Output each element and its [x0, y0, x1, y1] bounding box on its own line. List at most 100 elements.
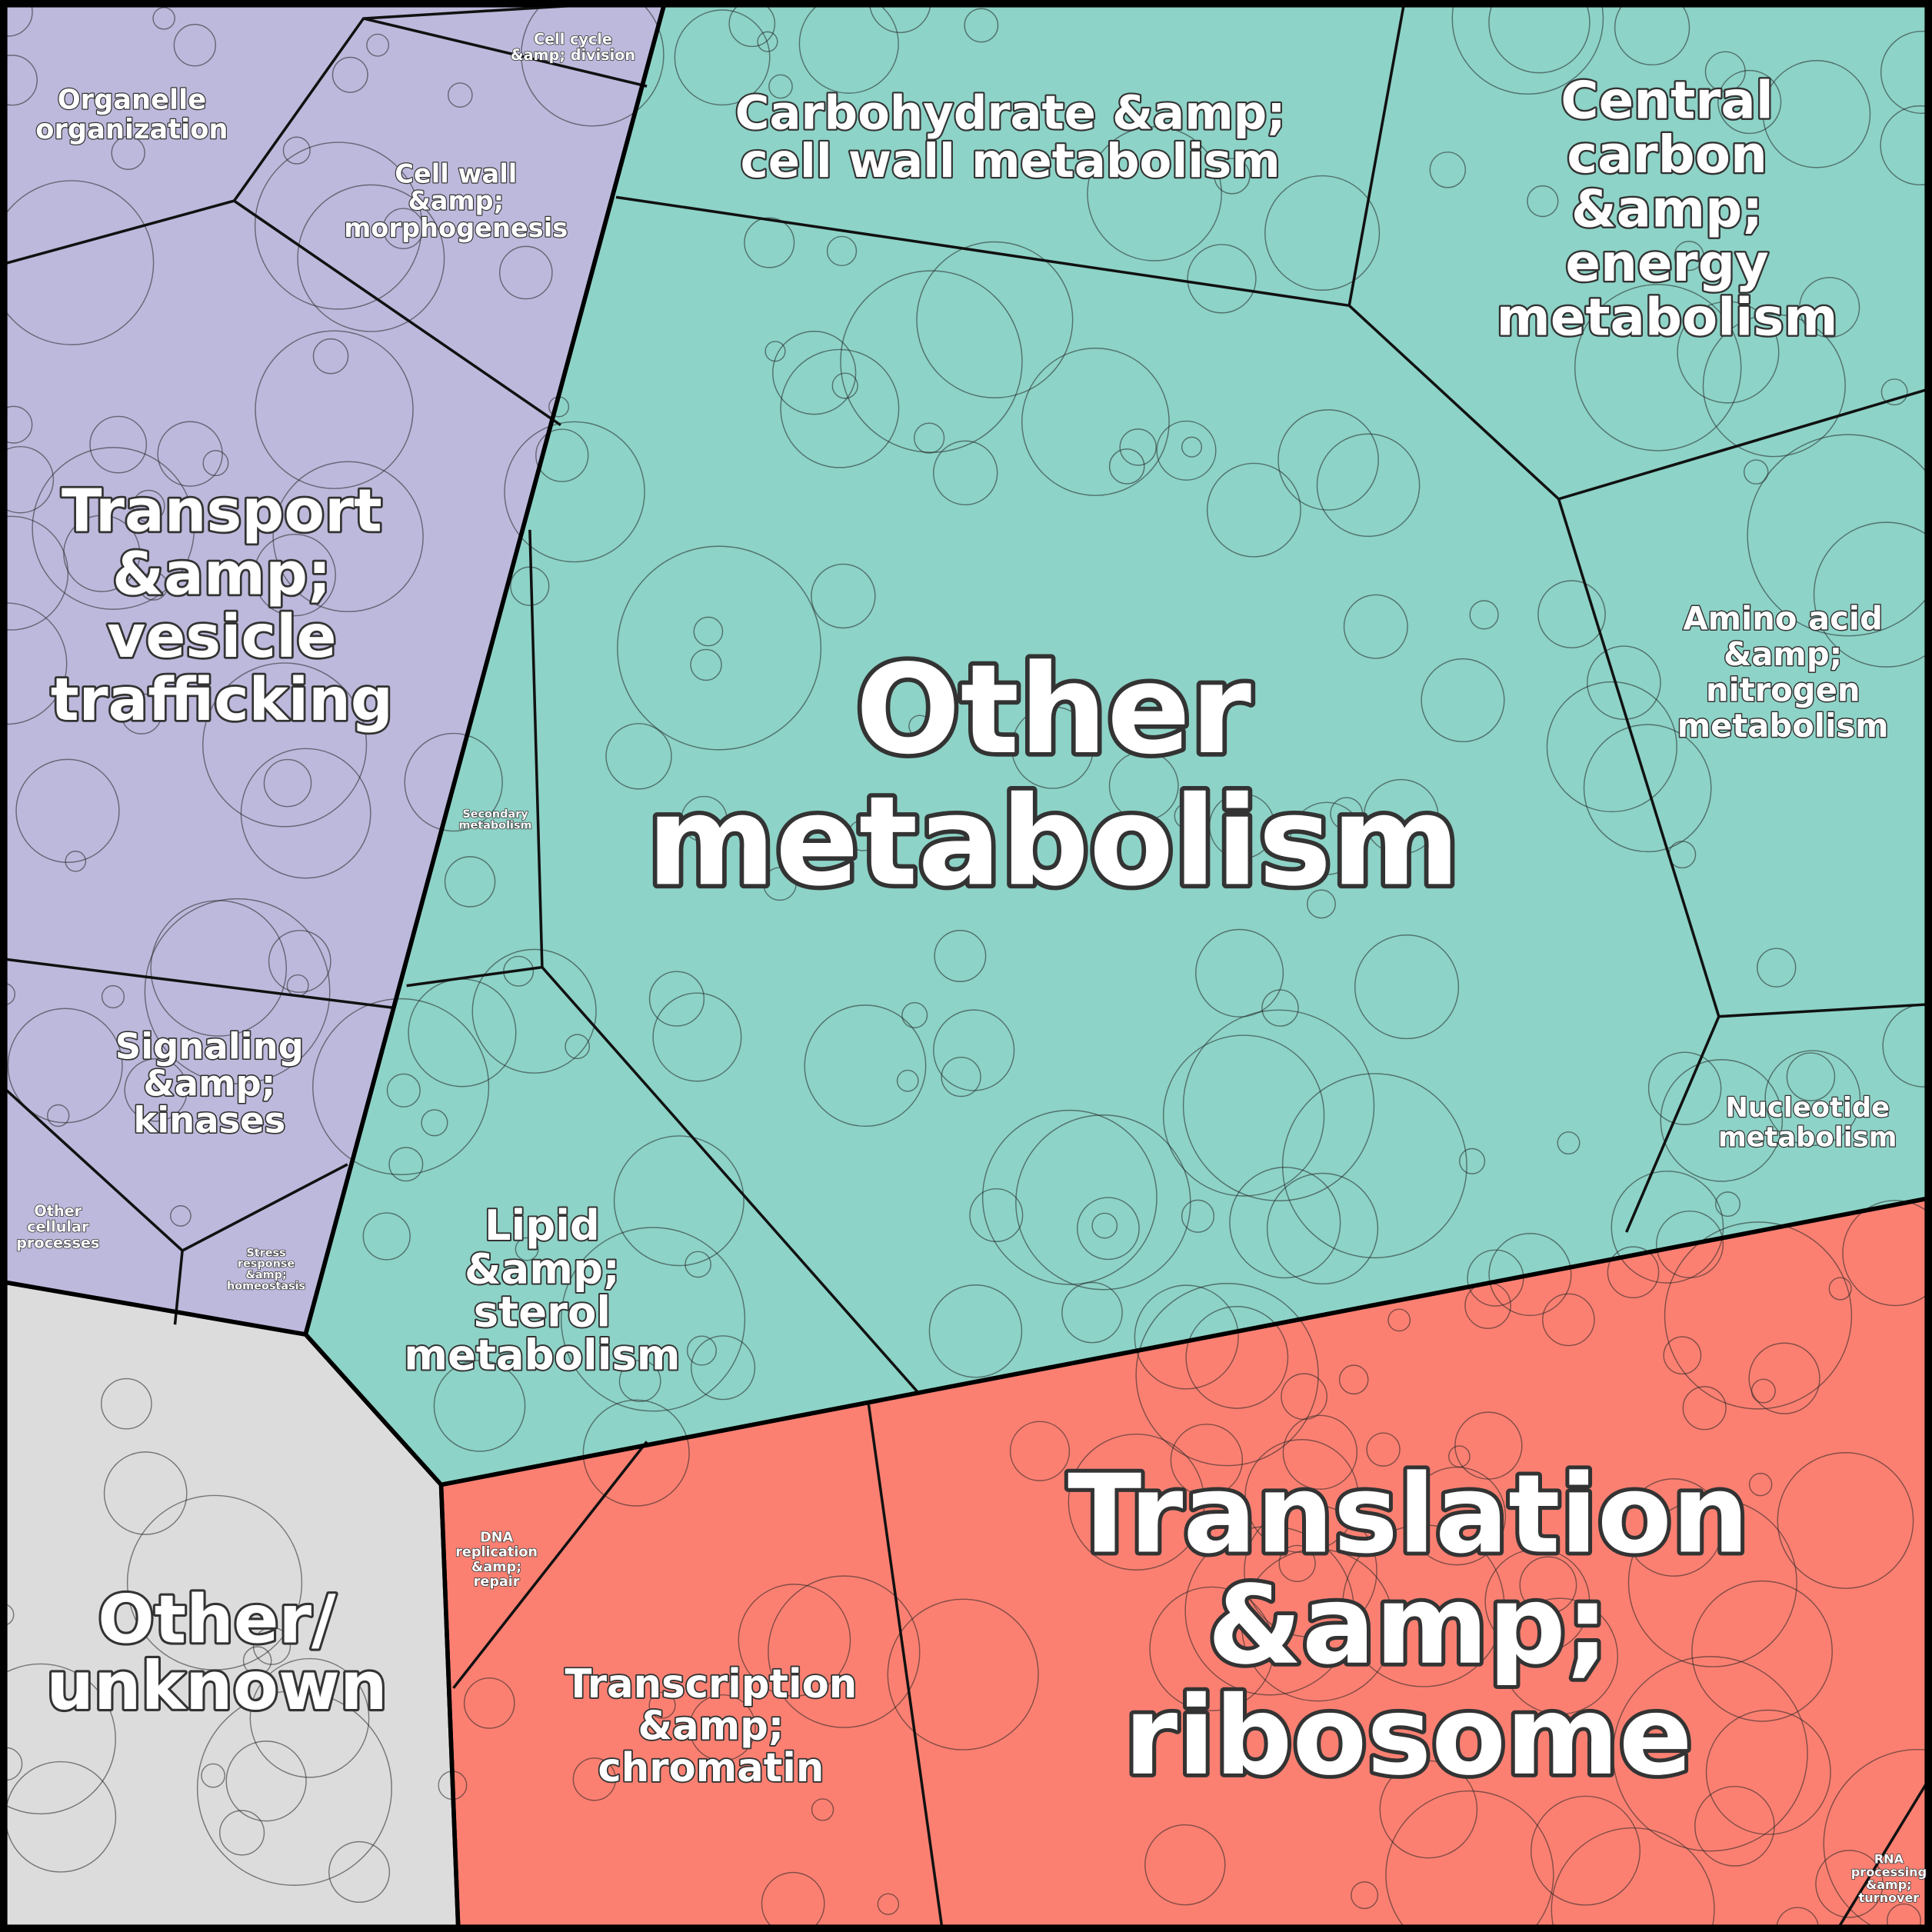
label-line: vesicle [107, 603, 336, 671]
label-line: &amp; [143, 1062, 275, 1104]
region-label: Cell cycle &amp; division [511, 30, 635, 64]
cell [263, 758, 312, 808]
cell [1174, 802, 1201, 830]
cell [1264, 175, 1381, 291]
label-line: morphogenesis [344, 212, 568, 242]
cell [681, 795, 728, 843]
cell [157, 421, 223, 487]
cell [1379, 1760, 1478, 1859]
cell [1624, 1478, 1724, 1577]
cell [63, 515, 141, 592]
cell [1266, 1172, 1379, 1285]
cell [312, 998, 490, 1175]
cell [173, 24, 217, 67]
cell [1663, 1336, 1702, 1375]
cell [1880, 30, 1932, 115]
cell [1354, 934, 1460, 1040]
cell [1061, 1281, 1123, 1344]
cell [613, 1135, 744, 1267]
cell [901, 1001, 928, 1028]
cell [690, 648, 722, 681]
region-label: Central carbon &amp; energy metabolism [1497, 70, 1838, 347]
group-border [0, 1279, 461, 1932]
cell [1677, 301, 1780, 404]
cell [1627, 1497, 1797, 1667]
cell [1162, 1034, 1325, 1197]
cell [964, 8, 999, 43]
cell [1612, 1656, 1808, 1852]
cell [1184, 1525, 1355, 1696]
label-line: Other/ [98, 1581, 336, 1658]
cell [1134, 1284, 1239, 1390]
cell [255, 330, 414, 489]
label-line: &amp; [638, 1704, 784, 1750]
cell [1674, 241, 1704, 271]
region-label: Signaling &amp; kinases [115, 1025, 304, 1141]
cell [46, 1104, 70, 1128]
cell [1823, 1748, 1932, 1932]
cell [1244, 1439, 1359, 1554]
cell [225, 1740, 307, 1822]
cell [1135, 1283, 1319, 1467]
cell [1144, 1824, 1226, 1906]
cell [565, 1034, 591, 1060]
cell [1777, 1452, 1914, 1589]
cell [1702, 314, 1846, 458]
cell [560, 1227, 746, 1412]
cell [515, 1237, 539, 1261]
cell [32, 447, 195, 610]
cell [1407, 1466, 1507, 1566]
cell [126, 1494, 303, 1671]
cell [617, 545, 822, 751]
label-line: repair [474, 1574, 520, 1590]
label-line: &amp; [1208, 1562, 1609, 1688]
label-line: trafficking [51, 666, 393, 734]
cell [15, 758, 120, 863]
cell [1527, 185, 1559, 218]
region-label: Transcription &amp; chromatin [565, 1661, 857, 1791]
cell [1842, 1200, 1932, 1307]
cell [386, 1073, 421, 1108]
cell [504, 421, 645, 563]
cell [1786, 1052, 1836, 1101]
cell [1715, 1191, 1740, 1217]
label-line: metabolism [404, 1331, 680, 1380]
cell [421, 1109, 448, 1137]
label-line: &amp; [1866, 1877, 1911, 1892]
cell [916, 241, 1074, 398]
cell [144, 898, 331, 1084]
cell [1281, 1073, 1467, 1259]
cell [1748, 1342, 1820, 1414]
cell [1799, 277, 1860, 338]
label-line: Translation [1068, 1451, 1749, 1577]
label-line: Stress [246, 1247, 285, 1259]
cell [1587, 645, 1661, 720]
cell [202, 450, 229, 477]
cell [1282, 1414, 1358, 1490]
cell [1682, 1386, 1727, 1431]
cell [738, 1584, 851, 1697]
cell [780, 348, 900, 468]
cell [1531, 1795, 1641, 1906]
cell [688, 1694, 756, 1761]
cell [804, 1004, 927, 1128]
cell [648, 1691, 676, 1719]
cell [1704, 51, 1746, 92]
cell [463, 1677, 515, 1729]
cell [685, 1251, 711, 1278]
cell [686, 1335, 717, 1366]
cell [1495, 1610, 1522, 1637]
group-area [0, 0, 666, 1335]
label-line: metabolism [647, 769, 1460, 913]
label-line: Transport [62, 478, 382, 546]
cell [1214, 158, 1251, 195]
border [0, 0, 666, 267]
region-label: Stress response &amp; homeostasis [227, 1247, 305, 1292]
group-area [0, 1281, 458, 1932]
label-line: &amp; [112, 540, 331, 608]
label-line: &amp; [408, 185, 504, 215]
cell [877, 1893, 900, 1915]
cell [1519, 1556, 1577, 1614]
label-line: cellular [27, 1217, 89, 1235]
